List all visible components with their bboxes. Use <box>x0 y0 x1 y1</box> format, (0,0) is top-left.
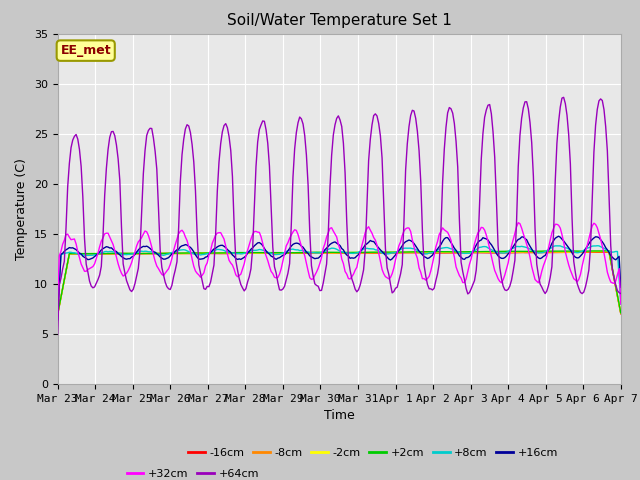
Title: Soil/Water Temperature Set 1: Soil/Water Temperature Set 1 <box>227 13 452 28</box>
Y-axis label: Temperature (C): Temperature (C) <box>15 158 28 260</box>
Text: EE_met: EE_met <box>60 44 111 57</box>
X-axis label: Time: Time <box>324 409 355 422</box>
Legend: +32cm, +64cm: +32cm, +64cm <box>122 465 263 480</box>
